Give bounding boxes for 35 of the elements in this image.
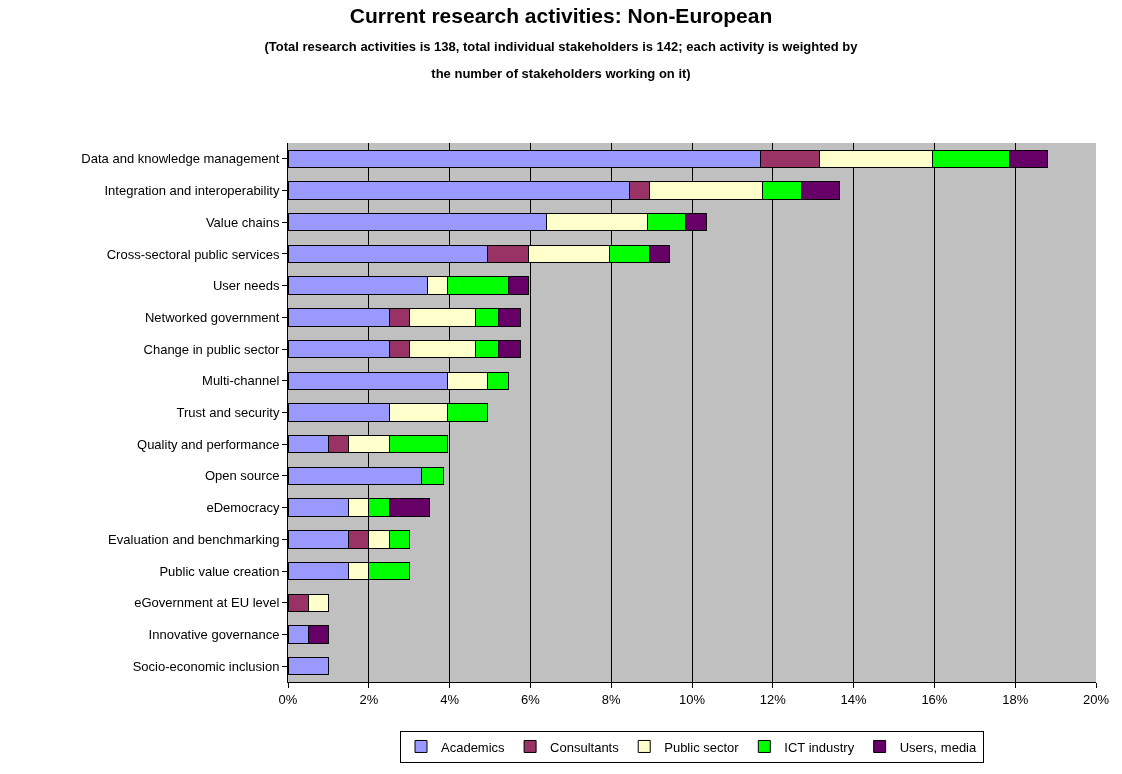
y-tick-label: Multi-channel — [202, 373, 280, 389]
x-tick-label: 10% — [678, 691, 706, 707]
y-tick-label: Value chains — [205, 214, 280, 230]
legend-label: Public sector — [664, 739, 740, 755]
x-tick-label: 18% — [1002, 691, 1029, 707]
y-tick-label: Quality and performance — [137, 436, 280, 452]
x-tick-label: 4% — [440, 691, 460, 707]
x-tick-label: 2% — [359, 691, 379, 707]
y-tick-label: Change in public sector — [143, 341, 281, 357]
x-tick-label: 0% — [278, 691, 298, 707]
legend-label: Consultants — [550, 739, 620, 755]
chart-subtitle: (Total research activities is 138, total individual stakeholders is 142; each activity is weighted by the number of stakeholders working on it) — [264, 38, 859, 81]
y-tick-label: Open source — [204, 468, 280, 484]
y-tick-label: Evaluation and benchmarking — [108, 531, 280, 547]
x-tick-label: 6% — [521, 691, 541, 707]
legend-label: Users, media — [899, 739, 977, 755]
y-tick-label: User needs — [212, 278, 280, 294]
y-tick-label: Socio-economic inclusion — [132, 658, 280, 674]
x-tick-label: 20% — [1082, 691, 1110, 707]
y-tick-label: Integration and interoperability — [104, 183, 280, 199]
legend-label: Academics — [441, 739, 506, 755]
y-tick-label: eDemocracy — [206, 500, 280, 516]
y-tick-label: Public value creation — [159, 563, 280, 579]
x-tick-label: 14% — [840, 691, 868, 707]
y-tick-label: Networked government — [144, 309, 280, 325]
y-tick-label: Cross-sectoral public services — [106, 246, 280, 262]
y-tick-label: eGovernment at EU level — [134, 595, 280, 611]
y-tick-label: Innovative governance — [148, 626, 280, 642]
x-tick-label: 12% — [759, 691, 787, 707]
x-tick-label: 16% — [921, 691, 948, 707]
legend-label: ICT industry — [784, 739, 855, 755]
chart-title: Current research activities: Non-European — [349, 4, 773, 28]
y-tick-label: Trust and security — [176, 405, 280, 421]
y-tick-label: Data and knowledge management — [81, 151, 280, 167]
x-tick-label: 8% — [601, 691, 622, 707]
